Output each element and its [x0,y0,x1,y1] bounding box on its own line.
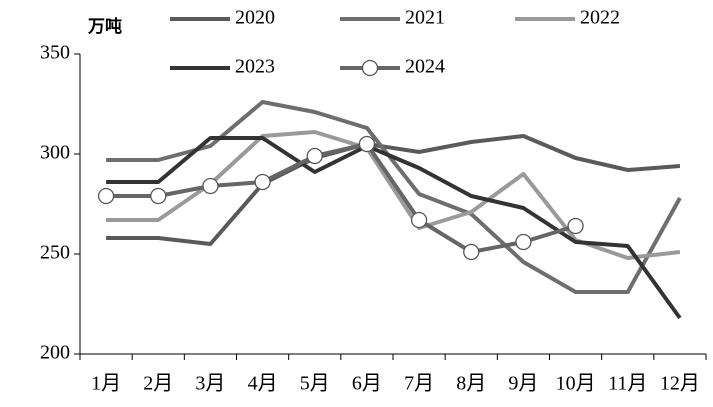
series-line [106,142,577,254]
series-marker [515,233,532,251]
series-line [106,100,682,294]
x-tick-label: 11月 [608,373,647,395]
x-tick-label: 7月 [404,373,434,395]
legend-label: 2023 [235,56,275,78]
x-tick-label: 10月 [556,373,596,395]
legend-label: 2024 [405,56,445,78]
x-tick-label: 1月 [91,373,121,395]
series-marker [410,211,428,229]
series-marker [306,147,323,165]
x-tick-label: 3月 [195,373,225,395]
y-axis-label: 万吨 [87,16,122,37]
x-tick-label: 5月 [300,373,330,395]
y-tick-label: 200 [40,342,70,364]
series-marker [97,187,115,205]
x-tick-label: 4月 [248,373,278,395]
legend-marker [361,59,379,77]
series-marker [358,135,376,153]
y-tick-label: 250 [40,242,70,264]
legend-label: 2022 [580,7,620,29]
y-tick-label: 300 [40,142,70,164]
x-tick-label: 2月 [143,373,173,395]
series-marker [150,187,167,205]
series-marker [254,173,271,191]
legend-label: 2021 [405,7,445,29]
y-tick-label: 350 [40,42,70,64]
series-marker [567,217,584,235]
x-tick-label: 6月 [352,373,382,395]
series-marker [463,243,480,261]
series-line [106,136,682,320]
x-tick-label: 8月 [456,373,486,395]
x-tick-label: 12月 [660,373,700,395]
x-tick-label: 9月 [508,373,538,395]
series-marker [202,177,219,195]
series-line [106,134,681,246]
legend-label: 2020 [235,7,275,29]
